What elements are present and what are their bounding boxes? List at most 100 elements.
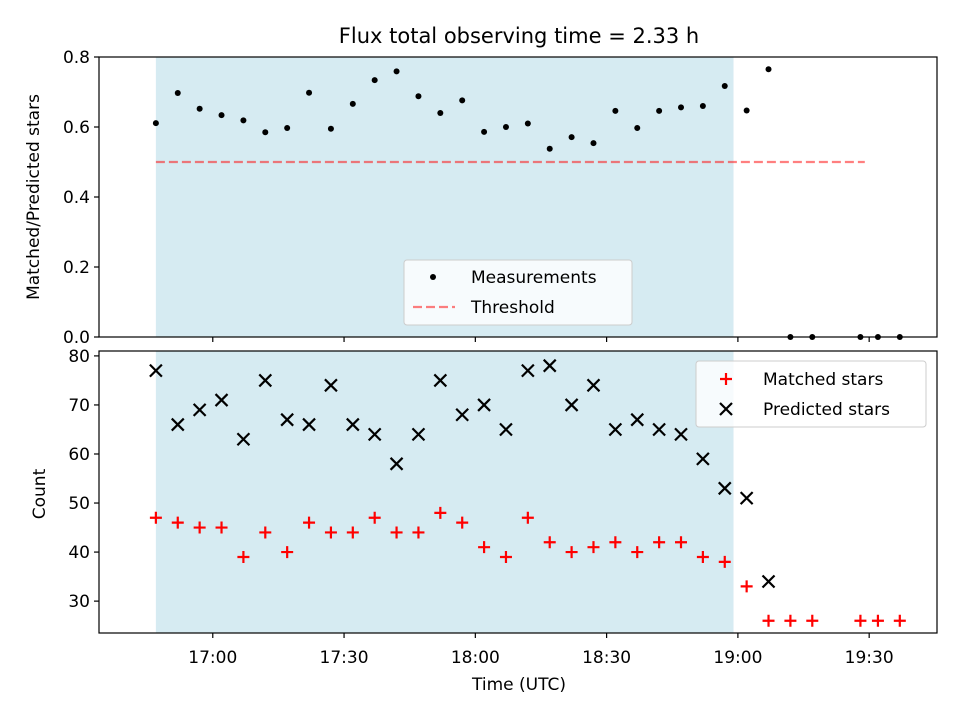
x-tick-label: 17:30 xyxy=(320,648,369,668)
predicted-stars-point xyxy=(455,407,469,422)
predicted-stars-point xyxy=(674,427,688,442)
matched-stars-point xyxy=(631,546,644,559)
ratio-legend-box xyxy=(403,259,633,326)
measurement-point xyxy=(612,107,619,114)
measurement-point xyxy=(524,120,531,127)
matched-stars-point xyxy=(303,516,316,529)
measurement-point xyxy=(393,68,400,75)
measurement-point xyxy=(218,112,225,119)
legend-threshold-label: Threshold xyxy=(470,298,555,318)
measurement-point xyxy=(765,66,772,73)
predicted-stars-point xyxy=(696,452,710,466)
x-tick-label: 19:30 xyxy=(845,648,894,668)
predicted-stars-point xyxy=(433,373,448,388)
measurement-point xyxy=(678,104,685,111)
measurement-point xyxy=(502,124,509,130)
predicted-stars-point xyxy=(717,481,732,496)
measurement-point xyxy=(656,107,663,114)
predicted-stars-point xyxy=(652,422,666,437)
count-panel-shaded-span xyxy=(155,351,734,633)
predicted-stars-point xyxy=(608,422,623,437)
matched-stars-point xyxy=(412,526,425,539)
matched-stars-point xyxy=(499,550,512,563)
predicted-stars-point xyxy=(761,574,776,589)
measurement-point xyxy=(721,83,728,90)
measurement-point xyxy=(699,103,706,109)
matched-stars-point xyxy=(587,541,600,554)
matched-stars-point xyxy=(854,614,867,627)
matched-stars-point xyxy=(784,614,797,627)
count-y-tick-label: 60 xyxy=(68,445,90,465)
matched-stars-point xyxy=(324,526,337,539)
legend-matched-marker xyxy=(720,373,732,385)
matched-stars-point xyxy=(893,614,906,627)
measurement-point xyxy=(590,140,597,147)
matched-stars-point xyxy=(193,521,206,534)
count-y-tick-label: 30 xyxy=(68,592,90,612)
matched-stars-point xyxy=(434,506,447,519)
x-axis-label: Time (UTC) xyxy=(471,675,566,695)
count-legend-box xyxy=(695,360,927,428)
ratio-y-tick-label: 0.4 xyxy=(63,188,90,208)
predicted-stars-point xyxy=(346,417,360,432)
predicted-stars-point xyxy=(280,412,294,427)
predicted-stars-point xyxy=(499,422,513,437)
measurement-point xyxy=(196,105,203,112)
matched-stars-point xyxy=(171,516,184,529)
matched-stars-point xyxy=(368,511,381,524)
measurement-point xyxy=(327,125,334,132)
predicted-stars-point xyxy=(192,403,207,417)
measurement-point xyxy=(284,125,291,132)
predicted-stars-point xyxy=(586,378,601,393)
predicted-stars-point xyxy=(739,491,754,505)
predicted-stars-point xyxy=(521,363,535,378)
predicted-stars-point xyxy=(477,398,491,412)
count-legend: Matched stars Predicted stars xyxy=(695,360,927,428)
matched-stars-point xyxy=(521,511,534,524)
predicted-stars-point xyxy=(564,398,579,412)
ratio-y-tick-label: 0.2 xyxy=(63,258,90,278)
matched-stars-point xyxy=(653,536,666,549)
matched-stars-point xyxy=(259,526,272,539)
predicted-stars-point xyxy=(214,393,229,407)
measurement-point xyxy=(371,77,378,84)
measurement-point xyxy=(240,117,247,124)
measurement-point xyxy=(306,89,313,96)
predicted-stars-point xyxy=(170,417,185,432)
matched-stars-point xyxy=(149,511,162,524)
count-y-tick-label: 40 xyxy=(68,543,90,563)
x-tick-label: 18:00 xyxy=(451,648,500,668)
count-y-tick-label: 50 xyxy=(68,494,90,514)
matched-stars-point xyxy=(762,614,775,627)
x-tick-label: 19:00 xyxy=(713,648,762,668)
ratio-legend: Measurements Threshold xyxy=(403,259,633,326)
chart-title: Flux total observing time = 2.33 h xyxy=(339,24,699,48)
matched-stars-point xyxy=(456,516,469,529)
matched-stars-point xyxy=(871,614,884,627)
predicted-stars-point xyxy=(302,417,316,432)
predicted-stars-point xyxy=(630,412,645,427)
count-y-tick-label: 70 xyxy=(68,396,90,416)
measurement-point xyxy=(262,129,269,136)
measurement-point xyxy=(349,100,356,107)
legend-measurements-marker xyxy=(430,274,436,280)
ratio-y-tick-label: 0.0 xyxy=(63,328,90,348)
measurement-point xyxy=(634,125,641,132)
predicted-stars-point xyxy=(324,378,338,393)
ratio-y-tick-label: 0.8 xyxy=(63,48,90,68)
ratio-y-axis-label: Matched/Predicted stars xyxy=(24,94,44,300)
matched-stars-point xyxy=(696,550,709,563)
matched-stars-point xyxy=(806,614,819,627)
matched-stars-point xyxy=(740,580,753,593)
measurement-point xyxy=(174,90,181,97)
predicted-stars-point xyxy=(149,363,163,378)
ratio-panel: 0.00.20.40.60.8 Matched/Predicted stars … xyxy=(24,48,938,348)
measurement-point xyxy=(743,107,750,114)
measurement-point xyxy=(459,97,466,104)
legend-matched-label: Matched stars xyxy=(763,370,883,390)
x-tick-label: 18:30 xyxy=(582,648,631,668)
legend-measurements-label: Measurements xyxy=(471,268,597,288)
ratio-y-tick-label: 0.6 xyxy=(63,118,90,138)
matched-stars-point xyxy=(390,526,403,539)
predicted-stars-point xyxy=(411,427,426,442)
